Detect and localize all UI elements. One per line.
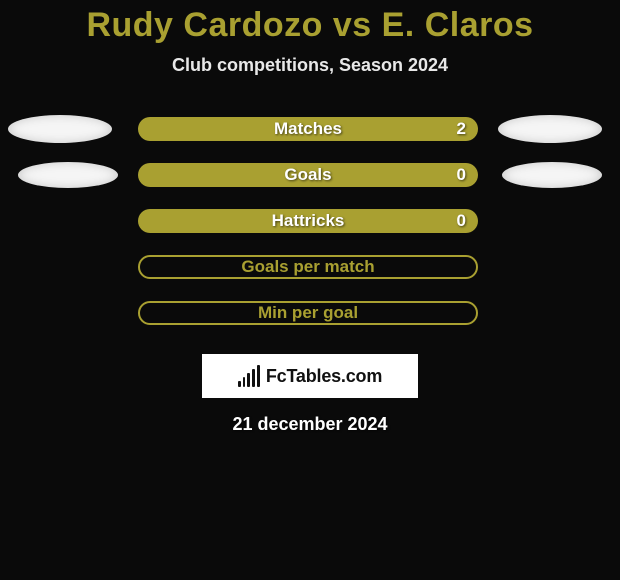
stat-value: 0 (457, 211, 466, 231)
stat-bar: Hattricks 0 (138, 209, 478, 233)
stat-value: 2 (457, 119, 466, 139)
stat-row: Hattricks 0 (0, 198, 620, 244)
stat-label: Min per goal (258, 303, 358, 323)
stat-bar: Goals 0 (138, 163, 478, 187)
stat-label: Goals (284, 165, 331, 185)
left-ellipse-icon (18, 162, 118, 188)
stat-value: 0 (457, 165, 466, 185)
right-ellipse-icon (502, 162, 602, 188)
stat-label: Hattricks (272, 211, 345, 231)
stat-row: Min per goal (0, 290, 620, 336)
stat-bar: Goals per match (138, 255, 478, 279)
stat-bar: Min per goal (138, 301, 478, 325)
stat-row: Goals 0 (0, 152, 620, 198)
comparison-infographic: Rudy Cardozo vs E. Claros Club competiti… (0, 0, 620, 580)
stat-rows: Matches 2 Goals 0 Hattricks 0 Goals per match M… (0, 106, 620, 336)
brand-text: FcTables.com (266, 366, 382, 387)
stat-row: Matches 2 (0, 106, 620, 152)
subtitle: Club competitions, Season 2024 (0, 55, 620, 76)
stat-label: Goals per match (241, 257, 374, 277)
page-title: Rudy Cardozo vs E. Claros (0, 6, 620, 45)
stat-row: Goals per match (0, 244, 620, 290)
date-text: 21 december 2024 (0, 414, 620, 435)
right-ellipse-icon (498, 115, 602, 143)
stat-bar: Matches 2 (138, 117, 478, 141)
left-ellipse-icon (8, 115, 112, 143)
brand-box: FcTables.com (202, 354, 418, 398)
stat-label: Matches (274, 119, 342, 139)
bars-chart-icon (238, 365, 260, 387)
